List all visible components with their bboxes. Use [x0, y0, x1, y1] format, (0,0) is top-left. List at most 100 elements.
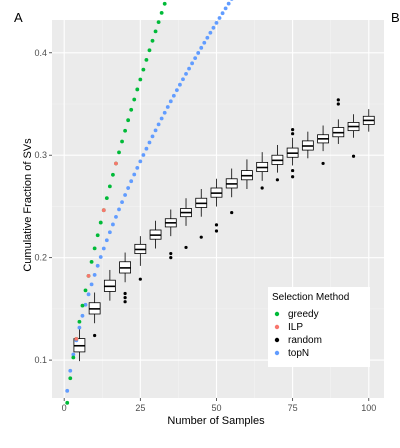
topn-point	[153, 128, 158, 133]
greedy-point	[123, 128, 128, 133]
panel-label-b: B	[391, 10, 400, 25]
legend-box	[268, 287, 370, 367]
topn-point	[144, 146, 149, 151]
topn-point	[65, 388, 70, 393]
topn-point	[190, 61, 195, 66]
greedy-point	[144, 58, 149, 62]
ilp-point	[114, 161, 118, 166]
random-outlier-point	[214, 223, 219, 227]
topn-point	[123, 193, 128, 197]
legend-key-topn	[274, 350, 280, 356]
topn-point	[92, 273, 97, 277]
topn-point	[129, 179, 134, 184]
random-outlier-point	[260, 186, 264, 190]
random-outlier-point	[169, 251, 173, 256]
legend-key-greedy	[274, 311, 280, 317]
legend-key-ilp	[274, 324, 280, 330]
greedy-point	[159, 11, 164, 15]
random-outlier-point	[230, 210, 234, 215]
topn-point	[68, 368, 73, 373]
greedy-point	[68, 376, 73, 381]
topn-point	[159, 116, 164, 121]
greedy-point	[107, 184, 112, 189]
x-tick-label: 25	[135, 403, 145, 413]
greedy-point	[138, 77, 143, 82]
greedy-point	[129, 107, 134, 112]
greedy-point	[141, 67, 146, 72]
topn-point	[196, 51, 201, 55]
topn-point	[217, 16, 222, 20]
topn-point	[141, 153, 146, 157]
topn-point	[86, 292, 91, 297]
topn-point	[120, 200, 124, 205]
topn-point	[220, 11, 225, 16]
topn-point	[83, 302, 88, 307]
topn-point	[214, 20, 219, 25]
legend-label-topn: topN	[288, 348, 309, 359]
random-outlier-point	[351, 154, 356, 158]
greedy-point	[89, 259, 94, 264]
greedy-point	[111, 172, 115, 177]
greedy-point	[92, 246, 97, 251]
greedy-point	[156, 20, 161, 25]
greedy-point	[77, 319, 82, 324]
x-tick-label: 0	[62, 403, 67, 413]
y-tick-label: 0.3	[34, 150, 47, 160]
topn-point	[226, 1, 231, 6]
legend-key-random	[274, 337, 280, 343]
topn-point	[132, 172, 137, 177]
x-axis-label: Number of Samples	[167, 415, 265, 427]
topn-point	[77, 325, 82, 330]
topn-point	[156, 122, 161, 127]
random-outlier-point	[123, 291, 127, 296]
topn-point	[80, 313, 85, 318]
x-tick-label: 75	[288, 403, 298, 413]
topn-point	[98, 255, 103, 259]
topn-point	[95, 263, 100, 268]
topn-point	[101, 246, 106, 251]
random-outlier-point	[336, 98, 340, 102]
greedy-point	[153, 29, 158, 34]
random-outlier-point	[291, 128, 295, 132]
plot-area: 0 25 50 75 100 0.1 0.2 0.3 0.4	[34, 0, 384, 413]
topn-point	[211, 25, 216, 30]
ilp-point	[74, 337, 79, 341]
random-outlier-point	[199, 235, 203, 239]
greedy-point	[65, 400, 70, 405]
random-outlier-point	[123, 300, 127, 304]
greedy-point	[120, 139, 124, 144]
random-outlier-point	[336, 102, 340, 106]
legend-label-random: random	[288, 335, 322, 346]
topn-point	[71, 352, 76, 357]
x-tick-label: 50	[211, 403, 221, 413]
topn-point	[171, 93, 176, 98]
topn-point	[230, 0, 234, 1]
topn-point	[147, 140, 152, 145]
topn-point	[107, 230, 112, 235]
topn-point	[208, 30, 213, 35]
topn-point	[114, 214, 118, 219]
legend: Selection Method greedy ILP random topN	[268, 287, 370, 367]
ilp-point	[86, 273, 91, 278]
greedy-point	[83, 288, 88, 293]
topn-point	[205, 35, 210, 40]
topn-point	[174, 88, 179, 93]
y-tick-label: 0.4	[34, 48, 47, 58]
random-outlier-point	[93, 333, 97, 338]
x-tick-label: 100	[361, 403, 376, 413]
topn-point	[184, 72, 188, 76]
random-outlier-point	[138, 277, 142, 281]
panel-label-a: A	[14, 10, 23, 25]
random-outlier-point	[214, 229, 219, 233]
topn-point	[111, 222, 115, 227]
topn-point	[168, 99, 173, 104]
greedy-point	[135, 87, 140, 92]
topn-point	[89, 282, 94, 287]
greedy-point	[95, 233, 100, 238]
topn-point	[202, 40, 207, 45]
random-outlier-point	[291, 168, 295, 173]
topn-point	[187, 66, 191, 71]
topn-point	[199, 45, 204, 50]
greedy-point	[98, 220, 103, 225]
